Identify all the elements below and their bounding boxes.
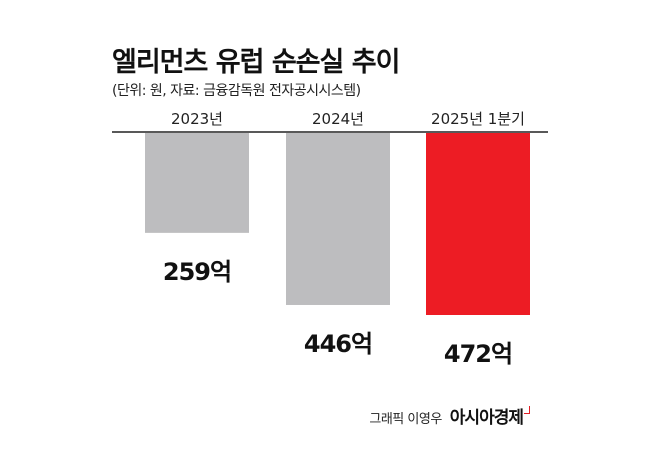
chart-title: 엘리먼츠 유럽 순손실 추이 xyxy=(112,47,400,78)
category-label: 2025년 1분기 xyxy=(431,110,525,128)
brand-name: 아시아경제 xyxy=(449,408,524,428)
category-label: 2024년 xyxy=(312,110,364,128)
category-label: 2023년 xyxy=(171,110,223,128)
data-label: 446억 xyxy=(304,330,372,358)
chart-subtitle: (단위: 원, 자료: 금융감독원 전자공시시스템) xyxy=(112,83,361,99)
graphic-credit: 그래픽 이영우 xyxy=(369,412,442,427)
bar xyxy=(145,133,249,233)
brand-logo: 아시아경제 xyxy=(450,403,530,428)
bar xyxy=(286,133,390,305)
brand-mark-icon xyxy=(524,406,530,414)
bar xyxy=(426,133,530,315)
data-label: 259억 xyxy=(163,258,231,286)
data-label: 472억 xyxy=(444,340,512,368)
footer: 그래픽 이영우 아시아경제 xyxy=(369,403,530,428)
